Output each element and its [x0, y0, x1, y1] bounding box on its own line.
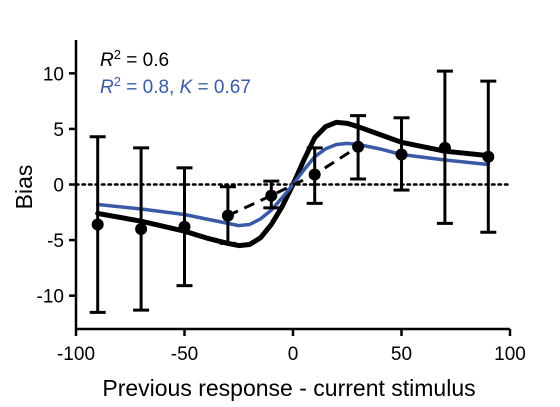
x-tick-label: 50	[391, 344, 412, 365]
y-tick-label: -10	[37, 287, 64, 308]
x-tick-label: -50	[171, 344, 198, 365]
data-point	[265, 189, 278, 202]
r2-annotation-blue: R2 = 0.8, K = 0.67	[100, 74, 251, 99]
data-point	[178, 220, 191, 233]
y-tick-label: 0	[53, 176, 64, 197]
y-tick-label: 5	[53, 120, 64, 141]
data-point	[352, 140, 365, 153]
data-point	[91, 218, 104, 231]
data-point	[221, 209, 234, 222]
data-point	[308, 168, 321, 181]
data-point	[395, 148, 408, 161]
data-point	[438, 141, 451, 154]
y-tick-label: 10	[43, 64, 64, 85]
data-point	[135, 222, 148, 235]
data-points-group	[89, 69, 497, 314]
x-tick-label: -100	[57, 344, 95, 365]
y-axis-title: Bias	[11, 165, 37, 210]
annotations-group: R2 = 0.6R2 = 0.8, K = 0.67	[100, 47, 251, 99]
data-point	[482, 150, 495, 163]
data-dashed-connector	[227, 145, 359, 217]
x-tick-label: 100	[494, 344, 526, 365]
x-tick-label: 0	[288, 344, 299, 365]
x-axis-title: Previous response - current stimulus	[102, 375, 475, 401]
r2-annotation-black: R2 = 0.6	[100, 47, 169, 72]
y-tick-label: -5	[47, 231, 64, 252]
